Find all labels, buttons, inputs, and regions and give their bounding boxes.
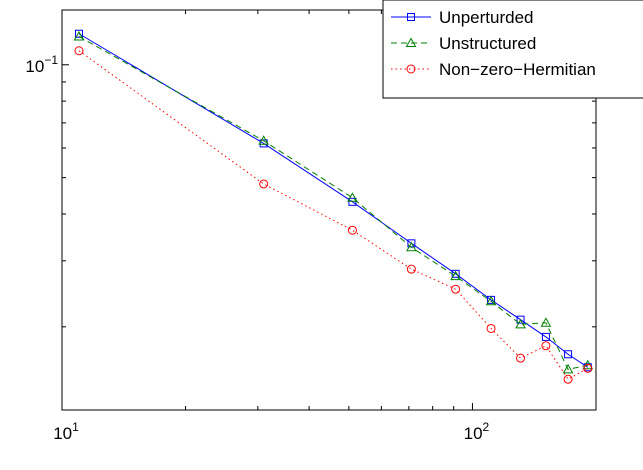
series-1 (73, 30, 594, 374)
series-layer (73, 29, 594, 384)
data-point (406, 241, 417, 252)
x-tick-label: 102 (464, 420, 490, 443)
data-point (541, 341, 551, 351)
series-2 (74, 46, 593, 384)
legend-label: Unperturded (439, 8, 534, 27)
legend-label: Non−zero−Hermitian (439, 60, 596, 79)
data-point (564, 350, 573, 359)
y-tick-label: 10−1 (25, 53, 58, 76)
legend-entry: Unstructured (391, 34, 536, 53)
legend-label: Unstructured (439, 34, 536, 53)
legend: Unperturded Unstructured Non−zero−Hermitia… (382, 0, 643, 99)
data-point (540, 317, 552, 327)
data-point (347, 192, 358, 202)
data-point (451, 284, 461, 294)
data-point (406, 264, 416, 274)
data-point (516, 353, 526, 363)
data-point (347, 225, 357, 235)
data-point (74, 29, 83, 38)
data-point (583, 363, 593, 373)
data-point (73, 30, 85, 41)
series-line-0 (78, 33, 589, 368)
data-point (259, 179, 269, 189)
legend-box (382, 0, 643, 99)
series-line-1 (78, 36, 588, 370)
series-0 (74, 29, 592, 372)
data-point (258, 135, 270, 145)
data-point (515, 318, 526, 329)
data-point (516, 315, 525, 324)
data-point (562, 363, 574, 374)
series-line-2 (78, 50, 589, 380)
legend-marker (406, 64, 416, 74)
x-tick-label: 101 (53, 420, 79, 443)
legend-marker (405, 37, 417, 47)
data-point (485, 295, 497, 306)
data-point (563, 374, 573, 384)
data-point (74, 46, 84, 56)
data-point (450, 270, 461, 281)
data-point (541, 332, 550, 341)
legend-entry: Non−zero−Hermitian (391, 60, 596, 79)
ticks-layer: 101 102 10−1 (25, 10, 597, 443)
legend-entry: Unperturded (391, 8, 534, 27)
data-point (486, 323, 496, 333)
axes-box (61, 9, 597, 411)
legend-marker (407, 13, 415, 21)
data-point (348, 197, 357, 206)
